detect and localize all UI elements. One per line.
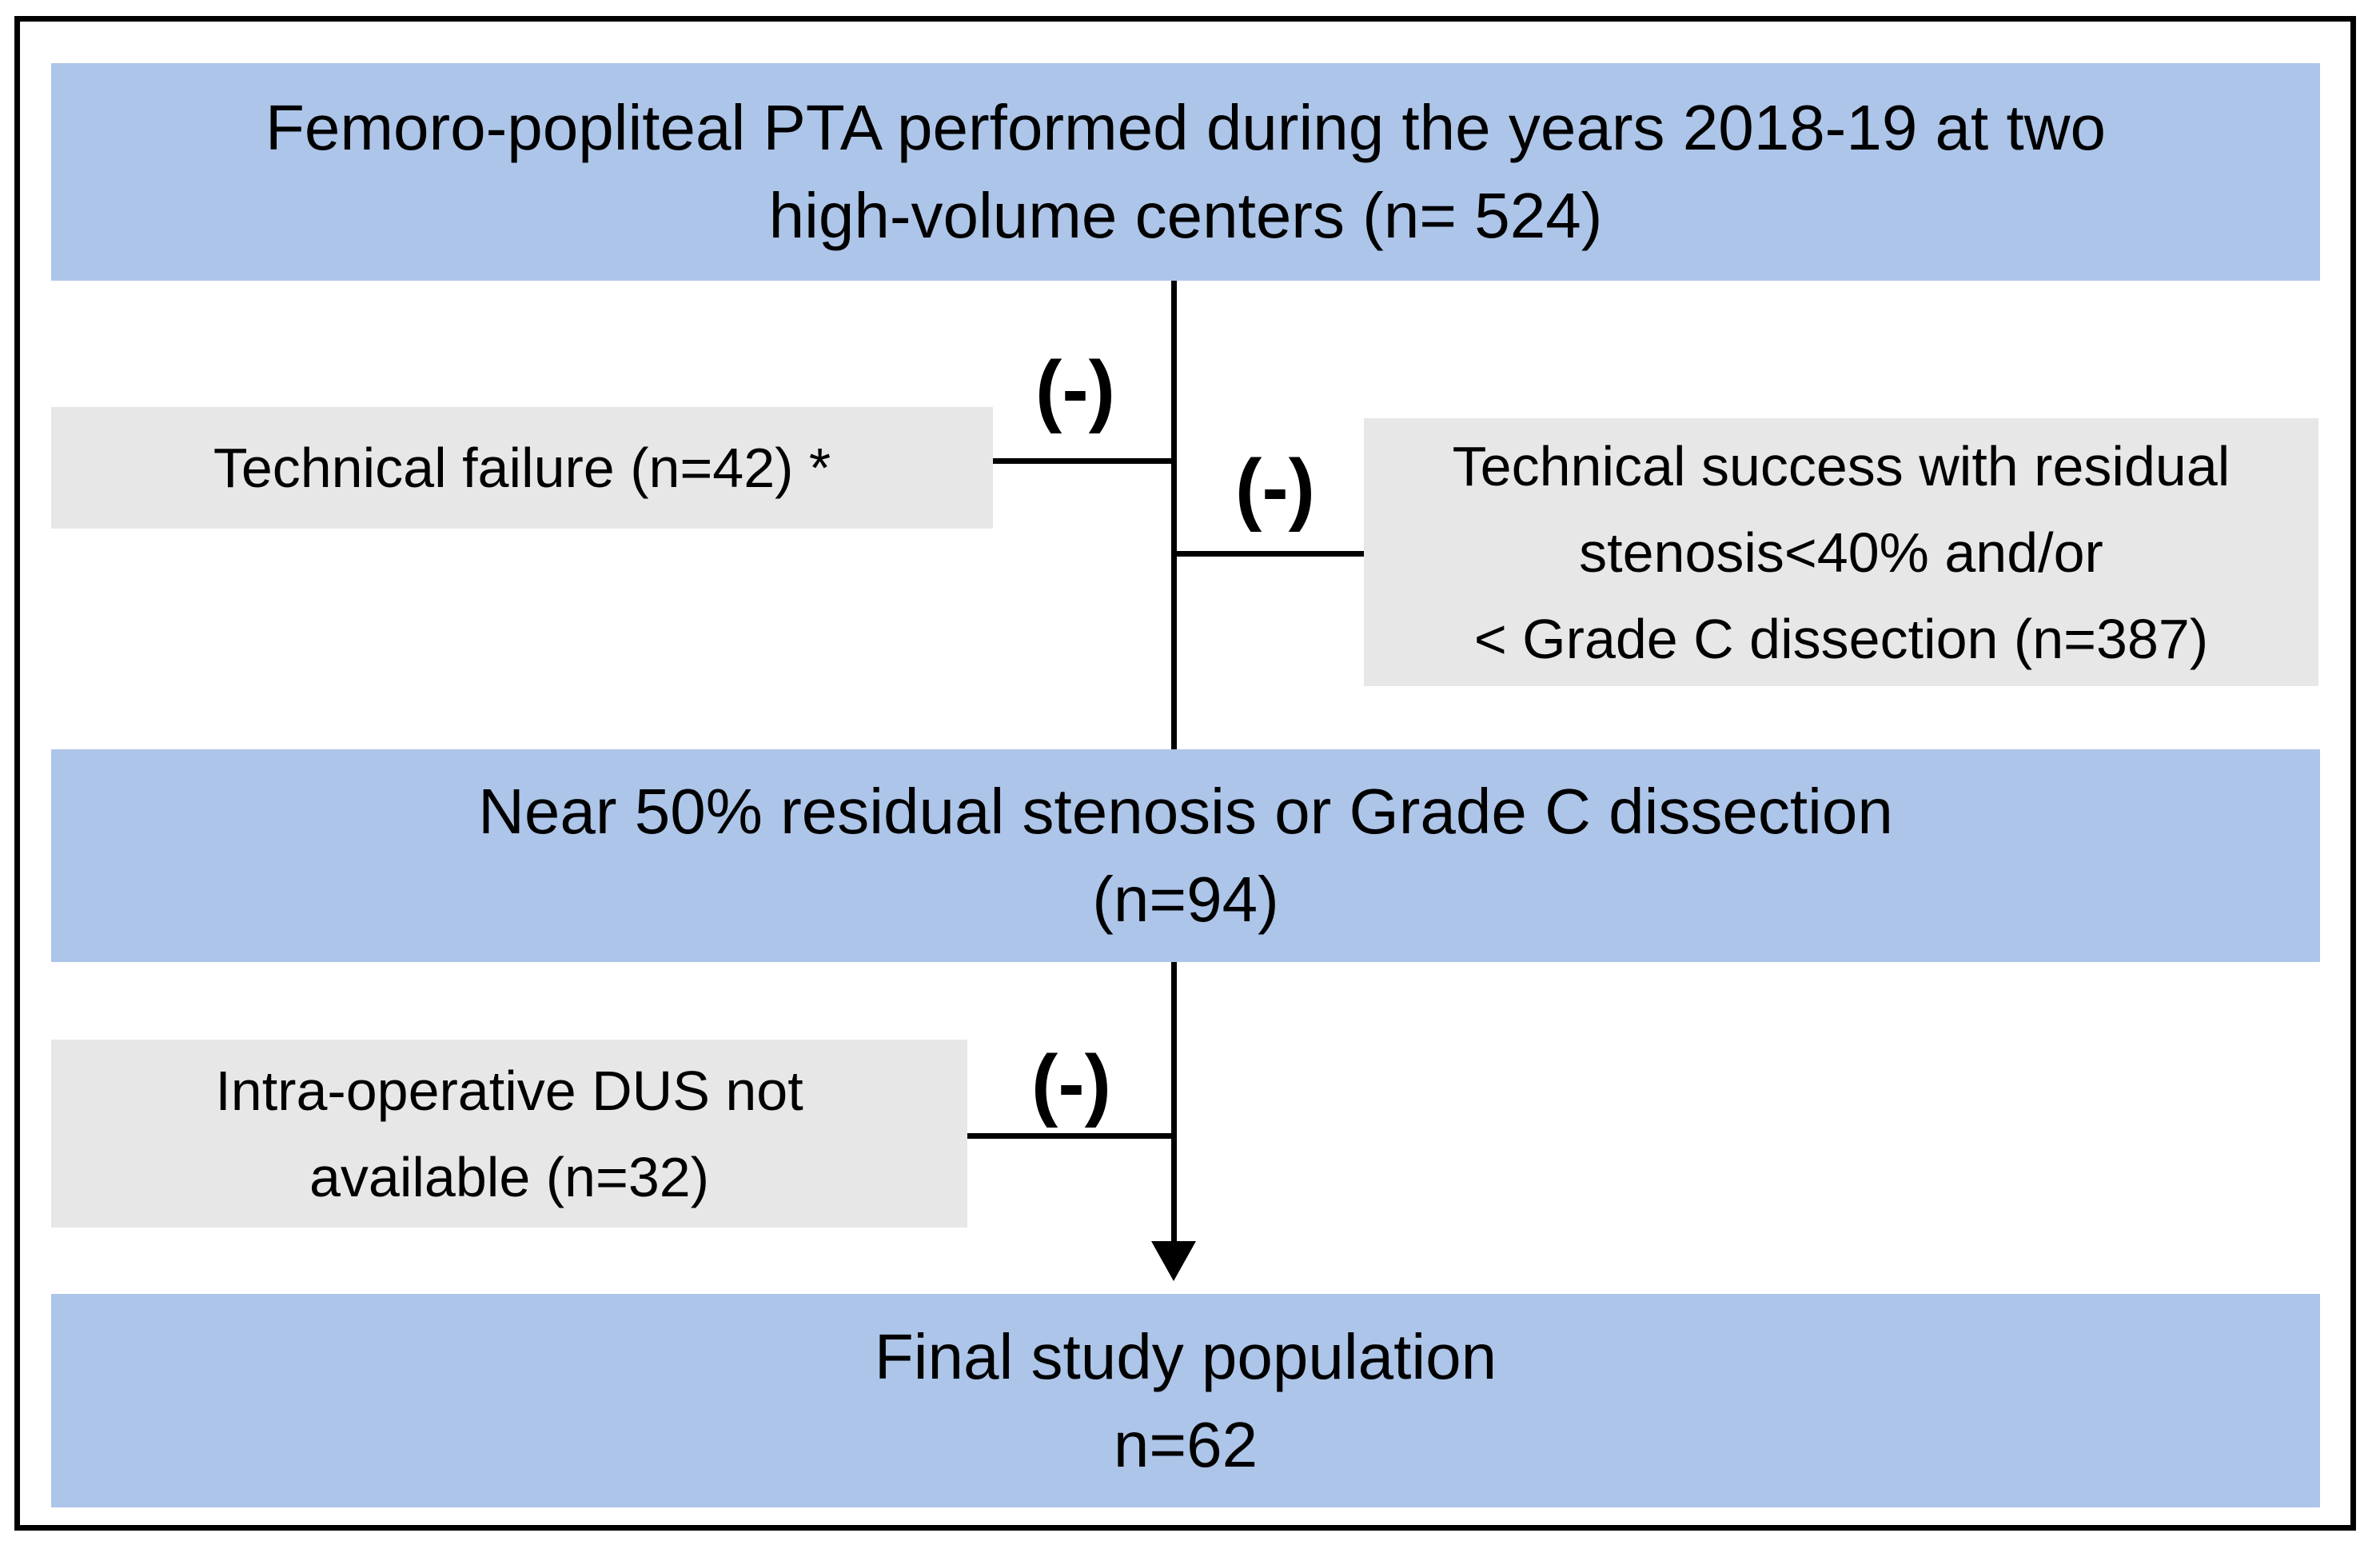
connector-technical-success (1174, 551, 1365, 557)
residual-stenosis-box: Near 50% residual stenosis or Grade C di… (51, 749, 2320, 962)
diagram-border-frame (14, 16, 2356, 1531)
exclusion-minus-label-1: (-) (1035, 345, 1115, 434)
exclusion-minus-label-2: (-) (1235, 443, 1315, 533)
final-population-box: Final study population n=62 (51, 1294, 2320, 1507)
connector-dus-unavailable (967, 1133, 1174, 1139)
connector-technical-failure (993, 458, 1174, 464)
dus-unavailable-box: Intra-operative DUS not available (n=32) (51, 1040, 967, 1228)
flow-line-vertical-lower (1171, 962, 1177, 1246)
arrow-head-icon (1151, 1241, 1196, 1281)
flow-line-vertical-upper (1171, 281, 1177, 750)
technical-success-box: Technical success with residual stenosis… (1364, 418, 2318, 686)
enrollment-box: Femoro-popliteal PTA performed during th… (51, 63, 2320, 281)
technical-failure-box: Technical failure (n=42) * (51, 407, 993, 529)
exclusion-minus-label-3: (-) (1031, 1039, 1111, 1128)
